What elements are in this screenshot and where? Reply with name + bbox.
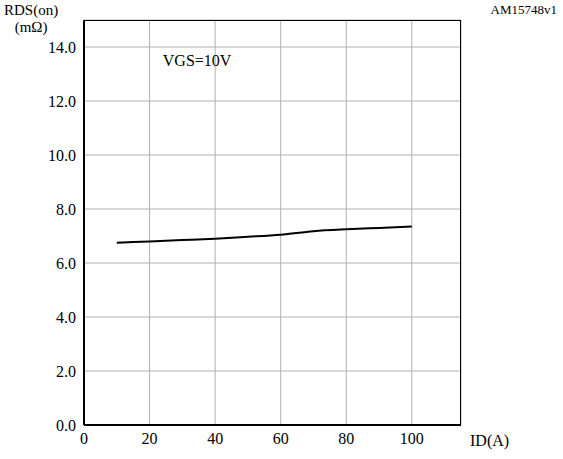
svg-text:8.0: 8.0 xyxy=(56,201,76,218)
svg-text:100: 100 xyxy=(400,430,424,447)
svg-text:12.0: 12.0 xyxy=(48,93,76,110)
svg-text:VGS=10V: VGS=10V xyxy=(163,52,232,69)
svg-text:20: 20 xyxy=(142,430,158,447)
svg-text:6.0: 6.0 xyxy=(56,255,76,272)
svg-text:60: 60 xyxy=(273,430,289,447)
svg-text:2.0: 2.0 xyxy=(56,363,76,380)
svg-text:0.0: 0.0 xyxy=(56,417,76,434)
html-text:RDS(on): RDS(on) xyxy=(4,2,59,18)
svg-text:80: 80 xyxy=(338,430,354,447)
svg-text:14.0: 14.0 xyxy=(48,39,76,56)
html-text:(mΩ): (mΩ) xyxy=(14,19,48,35)
html-text:ID(A): ID(A) xyxy=(470,432,510,449)
svg-text:0: 0 xyxy=(80,430,88,447)
html-text:AM15748v1: AM15748v1 xyxy=(490,2,557,17)
svg-text:4.0: 4.0 xyxy=(56,309,76,326)
svg-text:40: 40 xyxy=(207,430,223,447)
svg-text:10.0: 10.0 xyxy=(48,147,76,164)
